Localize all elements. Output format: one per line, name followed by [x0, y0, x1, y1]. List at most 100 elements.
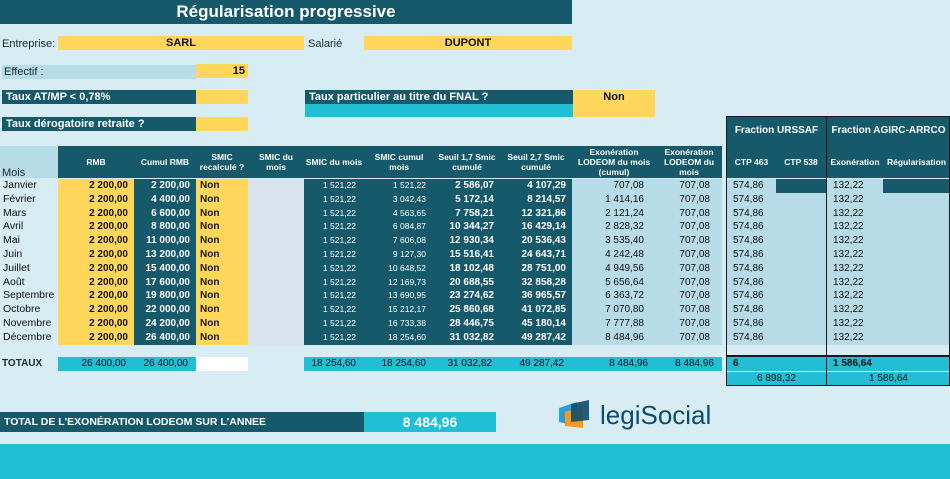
- cell-empty: [776, 317, 826, 331]
- cell-s17: 20 688,55: [434, 275, 500, 290]
- cell-smic_cumul: 3 042,43: [364, 192, 434, 207]
- cell-exo: 707,08: [656, 317, 722, 331]
- cell-empty: [776, 289, 826, 304]
- cell-ctp463: 574,86: [727, 303, 776, 317]
- col-header-ctp538: CTP 538: [776, 146, 826, 178]
- cell-smic: 1 521,22: [304, 192, 364, 207]
- taux-atmp-field[interactable]: [196, 90, 248, 104]
- cell-empty: [883, 330, 950, 345]
- entreprise-field[interactable]: SARL: [58, 36, 304, 50]
- cell-exo_cumul: 2 121,24: [572, 206, 656, 221]
- cell-exoneration: 132,22: [827, 179, 883, 193]
- cell-recalc: Non: [196, 317, 248, 331]
- cell-empty: [883, 261, 950, 276]
- cell-rmb: 2 200,00: [58, 303, 134, 317]
- col-header-rmb: RMB: [58, 146, 134, 178]
- effectif-label: Effectif :: [2, 65, 196, 79]
- cell-smic_cumul: 13 690,95: [364, 289, 434, 304]
- cell-empty: [776, 261, 826, 276]
- cell-rmb: 2 200,00: [58, 275, 134, 290]
- cell-recalc: Non: [196, 192, 248, 207]
- legisocial-logo-text: legiSocial: [600, 400, 712, 430]
- cell-exo: 707,08: [656, 192, 722, 207]
- fnal-field[interactable]: Non: [573, 90, 655, 117]
- cell-recalc: Non: [196, 330, 248, 345]
- fnal-label-underline: [305, 104, 573, 117]
- cell-exo: 707,08: [656, 179, 722, 193]
- cell-exoneration: 132,22: [827, 317, 883, 331]
- cell-exoneration: 132,22: [827, 275, 883, 290]
- cell-exoneration: 132,22: [827, 261, 883, 276]
- entreprise-label: Entreprise:: [2, 38, 56, 50]
- cell-smic: 1 521,22: [304, 206, 364, 221]
- cell-recalc: Non: [196, 303, 248, 317]
- taux-atmp-label: Taux AT/MP < 0,78%: [2, 90, 196, 104]
- cell-rmb: 2 200,00: [58, 317, 134, 331]
- page-title: Régularisation progressive: [0, 0, 572, 24]
- salarie-field[interactable]: DUPONT: [364, 36, 572, 50]
- cell-cumul: 17 600,00: [134, 275, 196, 290]
- cell-smic: 1 521,22: [304, 275, 364, 290]
- cell-exo: 707,08: [656, 220, 722, 235]
- cell-exo_cumul: 7 777,88: [572, 317, 656, 331]
- cell-s27: 16 429,14: [500, 220, 572, 235]
- effectif-field[interactable]: 15: [196, 64, 248, 78]
- taux-derog-field[interactable]: [196, 117, 248, 131]
- cell-ctp463: 574,86: [727, 289, 776, 304]
- cell-exo: 707,08: [656, 289, 722, 304]
- cell-smic: 1 521,22: [304, 289, 364, 304]
- total-recalc-blank: [196, 357, 248, 371]
- total-exo-mois: 8 484,96: [656, 357, 722, 371]
- cell-smic: 1 521,22: [304, 234, 364, 248]
- cell-smic_cumul: 9 127,30: [364, 248, 434, 262]
- total-exo-cumul: 8 484,96: [572, 357, 656, 371]
- col-header-exo-cumul: Exonération LODEOM du mois (cumul): [572, 146, 656, 178]
- total-smic-cumul: 18 254,60: [364, 357, 434, 371]
- cell-ctp463: 574,86: [727, 248, 776, 262]
- cell-s17: 23 274,62: [434, 289, 500, 304]
- cell-exoneration: 132,22: [827, 330, 883, 345]
- cell-exo_cumul: 4 949,56: [572, 261, 656, 276]
- cell-s17: 28 446,75: [434, 317, 500, 331]
- cell-smic_cumul: 1 521,22: [364, 179, 434, 193]
- col-header-smic-recalc: SMIC recalculé ?: [196, 146, 248, 178]
- urssaf-group-header: Fraction URSSAF: [727, 116, 826, 146]
- cell-recalc: Non: [196, 220, 248, 235]
- summary-label: TOTAL DE L'EXONÉRATION LODEOM SUR L'ANNE…: [0, 412, 364, 432]
- col-header-seuil-17: Seuil 1,7 Smic cumulé: [434, 146, 500, 178]
- cell-ctp463: 574,86: [727, 275, 776, 290]
- cell-exoneration: 132,22: [827, 206, 883, 221]
- cell-ctp463: 574,86: [727, 234, 776, 248]
- cell-ctp463: 574,86: [727, 317, 776, 331]
- cell-s27: 20 536,43: [500, 234, 572, 248]
- cell-smic: 1 521,22: [304, 179, 364, 193]
- cell-empty: [883, 317, 950, 331]
- cell-rmb: 2 200,00: [58, 179, 134, 193]
- cell-empty: [883, 234, 950, 248]
- cell-smic_cumul: 16 733,38: [364, 317, 434, 331]
- cell-empty: [883, 179, 950, 193]
- cell-cumul: 6 600,00: [134, 206, 196, 221]
- total-seuil-17: 31 032,82: [434, 357, 500, 371]
- cell-smic: 1 521,22: [304, 248, 364, 262]
- cell-exo_cumul: 1 414,16: [572, 192, 656, 207]
- cell-rmb: 2 200,00: [58, 234, 134, 248]
- cell-recalc: Non: [196, 289, 248, 304]
- cell-exo_cumul: 2 828,32: [572, 220, 656, 235]
- cell-s17: 18 102,48: [434, 261, 500, 276]
- cell-exo: 707,08: [656, 275, 722, 290]
- cell-smic: 1 521,22: [304, 317, 364, 331]
- cell-cumul: 15 400,00: [134, 261, 196, 276]
- cell-exo_cumul: 707,08: [572, 179, 656, 193]
- cell-exoneration: 132,22: [827, 303, 883, 317]
- cell-recalc: Non: [196, 261, 248, 276]
- cell-mois: Décembre: [3, 330, 52, 343]
- cell-recalc: Non: [196, 179, 248, 193]
- cell-exoneration: 132,22: [827, 289, 883, 304]
- cell-cumul: 4 400,00: [134, 192, 196, 207]
- cell-mois: Juin: [3, 248, 23, 260]
- cell-exo_cumul: 7 070,80: [572, 303, 656, 317]
- cell-exo_cumul: 3 535,40: [572, 234, 656, 248]
- cell-empty: [883, 303, 950, 317]
- cell-cumul: 8 800,00: [134, 220, 196, 235]
